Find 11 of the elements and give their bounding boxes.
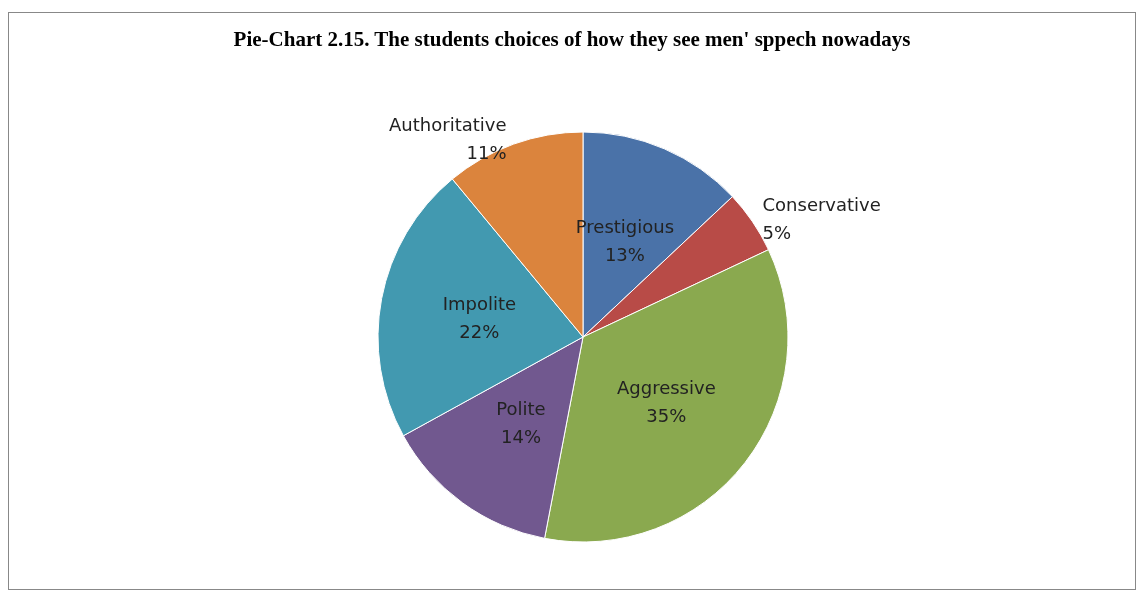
data-label: 5% <box>762 221 792 243</box>
chart-title: Pie-Chart 2.15. The students choices of how they see men' sppech nowadays <box>233 26 911 51</box>
data-label: 14% <box>500 425 541 447</box>
slice-label: Impolite <box>442 292 517 314</box>
slice-label: Authoritative <box>389 113 507 135</box>
slice-label: Conservative <box>762 193 881 215</box>
data-label: 35% <box>646 405 687 427</box>
slice-label: Polite <box>496 397 546 419</box>
data-label: 22% <box>459 320 500 342</box>
slice-label: Aggressive <box>616 377 716 399</box>
data-label: 13% <box>604 243 645 265</box>
